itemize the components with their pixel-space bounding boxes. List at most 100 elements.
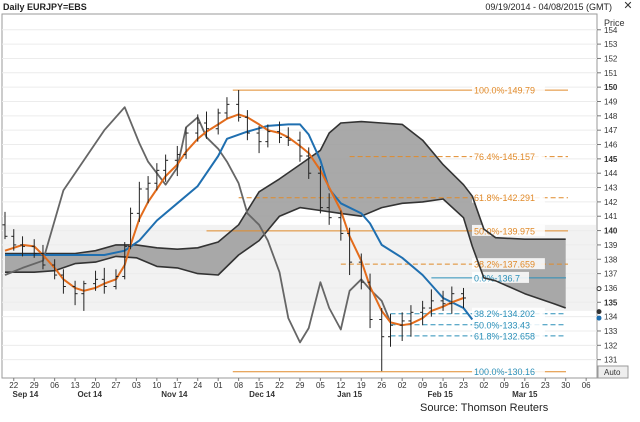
price-bar [297, 131, 303, 162]
x-tick-label: 27 [112, 381, 121, 390]
x-tick-label: 01 [214, 381, 223, 390]
x-tick-label: 26 [377, 381, 386, 390]
x-tick-label: 29 [296, 381, 305, 390]
y-tick-label: 147 [604, 126, 618, 135]
x-tick-label: 22 [9, 381, 18, 390]
price-bar [265, 124, 271, 148]
fib-level-label: 50.0%-139.975 [474, 226, 535, 236]
price-marker [596, 309, 602, 315]
x-month-label: Feb 15 [427, 390, 453, 399]
fib-level-label: 50.0%-133.43 [474, 320, 530, 330]
fib-level-label: 61.8%-132.658 [474, 331, 535, 341]
x-tick-label: 02 [479, 381, 488, 390]
fib-level-label: 76.4%-145.157 [474, 152, 535, 162]
fib-label-background [472, 307, 545, 319]
fib-label-background [472, 329, 545, 341]
x-tick-label: 24 [193, 381, 202, 390]
y-tick-label: 148 [604, 112, 618, 121]
y-tick-label: 145 [604, 155, 618, 164]
chart-title: Daily EURJPY=EBS [3, 2, 87, 12]
price-marker [596, 286, 602, 292]
x-tick-label: 09 [500, 381, 509, 390]
price-bar [195, 114, 201, 142]
y-tick-label: 131 [604, 356, 618, 365]
fib-label-background [472, 271, 529, 283]
x-tick-label: 23 [541, 381, 550, 390]
fib-level-label: 0.0%-136.7 [474, 273, 520, 283]
y-tick-label: 136 [604, 284, 618, 293]
x-month-label: Jan 15 [337, 390, 362, 399]
fib-level-label: 38.2%-134.202 [474, 309, 535, 319]
price-bar [306, 147, 312, 179]
price-bar [136, 181, 142, 222]
y-tick-label: 146 [604, 141, 618, 150]
price-bar [367, 273, 373, 329]
price-axis-label: Price [604, 18, 625, 28]
x-tick-label: 30 [561, 381, 570, 390]
x-tick-label: 03 [132, 381, 141, 390]
x-tick-label: 13 [71, 381, 80, 390]
price-bar [145, 176, 151, 204]
price-bar [2, 211, 8, 240]
auto-button-label: Auto [604, 368, 621, 377]
x-tick-label: 17 [173, 381, 182, 390]
y-tick-label: 149 [604, 97, 618, 106]
auto-button[interactable] [597, 365, 629, 379]
price-bar [93, 270, 99, 291]
price-bar [113, 269, 119, 290]
x-month-label: Dec 14 [249, 390, 275, 399]
price-bar [154, 163, 160, 191]
price-bar [277, 121, 283, 144]
x-tick-label: 23 [459, 381, 468, 390]
price-bar [72, 280, 78, 306]
fib-label-background [472, 191, 545, 203]
y-tick-label: 134 [604, 313, 618, 322]
x-month-label: Oct 14 [77, 390, 102, 399]
x-tick-label: 22 [275, 381, 284, 390]
price-bar [420, 300, 426, 326]
x-tick-label: 09 [418, 381, 427, 390]
date-range: 09/19/2014 - 04/08/2015 (GMT) [485, 2, 612, 12]
x-tick-label: 16 [439, 381, 448, 390]
price-bar [244, 110, 250, 141]
price-bar [317, 166, 323, 214]
cloud-bottom-line [5, 198, 566, 309]
price-bar [31, 239, 37, 258]
price-bar [163, 154, 169, 182]
fib-label-background [472, 84, 545, 96]
close-icon[interactable]: ✕ [623, 0, 633, 12]
price-marker [596, 315, 602, 321]
fib-level-label: 100.0%-149.79 [474, 86, 535, 96]
x-tick-label: 29 [30, 381, 39, 390]
price-bar [81, 280, 87, 311]
price-bar [215, 108, 221, 135]
price-bar [285, 127, 291, 146]
price-bar [347, 227, 353, 276]
price-bar [387, 313, 393, 347]
price-bar [60, 269, 66, 294]
y-tick-label: 141 [604, 212, 618, 221]
price-bar [236, 90, 242, 122]
x-tick-label: 08 [234, 381, 243, 390]
fib-label-background [472, 365, 545, 377]
x-tick-label: 19 [357, 381, 366, 390]
price-bar [101, 267, 107, 294]
price-bar [379, 308, 385, 372]
x-tick-label: 02 [398, 381, 407, 390]
x-tick-label: 15 [255, 381, 264, 390]
price-bar [461, 287, 467, 309]
fib-label-background [472, 258, 545, 270]
price-bar [256, 125, 262, 154]
price-bar [399, 312, 405, 342]
y-tick-label: 135 [604, 298, 618, 307]
price-bar [449, 286, 455, 314]
price-bar [338, 210, 344, 241]
fib-label-background [472, 224, 545, 236]
y-tick-label: 144 [604, 169, 618, 178]
chikou-line [4, 106, 392, 344]
price-bar [174, 145, 180, 177]
y-tick-label: 152 [604, 54, 618, 63]
x-month-label: Sep 14 [13, 390, 39, 399]
